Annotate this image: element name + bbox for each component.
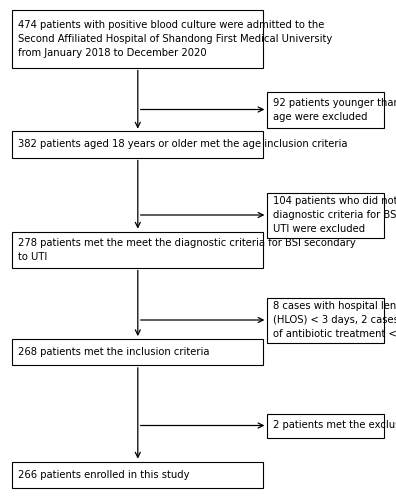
Text: 474 patients with positive blood culture were admitted to the
Second Affiliated : 474 patients with positive blood culture… xyxy=(18,20,332,58)
Text: 278 patients met the meet the diagnostic criteria for BSI secondary
to UTI: 278 patients met the meet the diagnostic… xyxy=(18,238,356,262)
Text: 266 patients enrolled in this study: 266 patients enrolled in this study xyxy=(18,470,189,480)
Bar xyxy=(267,298,384,343)
Bar xyxy=(12,132,263,158)
Text: 92 patients younger than 18 years of
age were excluded: 92 patients younger than 18 years of age… xyxy=(273,98,396,122)
Text: 382 patients aged 18 years or older met the age inclusion criteria: 382 patients aged 18 years or older met … xyxy=(18,140,347,149)
Bar xyxy=(12,10,263,68)
Bar xyxy=(267,192,384,238)
Bar xyxy=(267,92,384,128)
Bar xyxy=(12,462,263,487)
Bar xyxy=(267,414,384,438)
Bar xyxy=(12,232,263,268)
Text: 104 patients who did not meet the
diagnostic criteria for BSI secondary to
UTI w: 104 patients who did not meet the diagno… xyxy=(273,196,396,234)
Text: 8 cases with hospital length of stay
(HLOS) < 3 days, 2 cases with length
of ant: 8 cases with hospital length of stay (HL… xyxy=(273,301,396,339)
Text: 2 patients met the exclusion criteria: 2 patients met the exclusion criteria xyxy=(273,420,396,430)
Text: 268 patients met the inclusion criteria: 268 patients met the inclusion criteria xyxy=(18,347,209,357)
Bar xyxy=(12,339,263,365)
